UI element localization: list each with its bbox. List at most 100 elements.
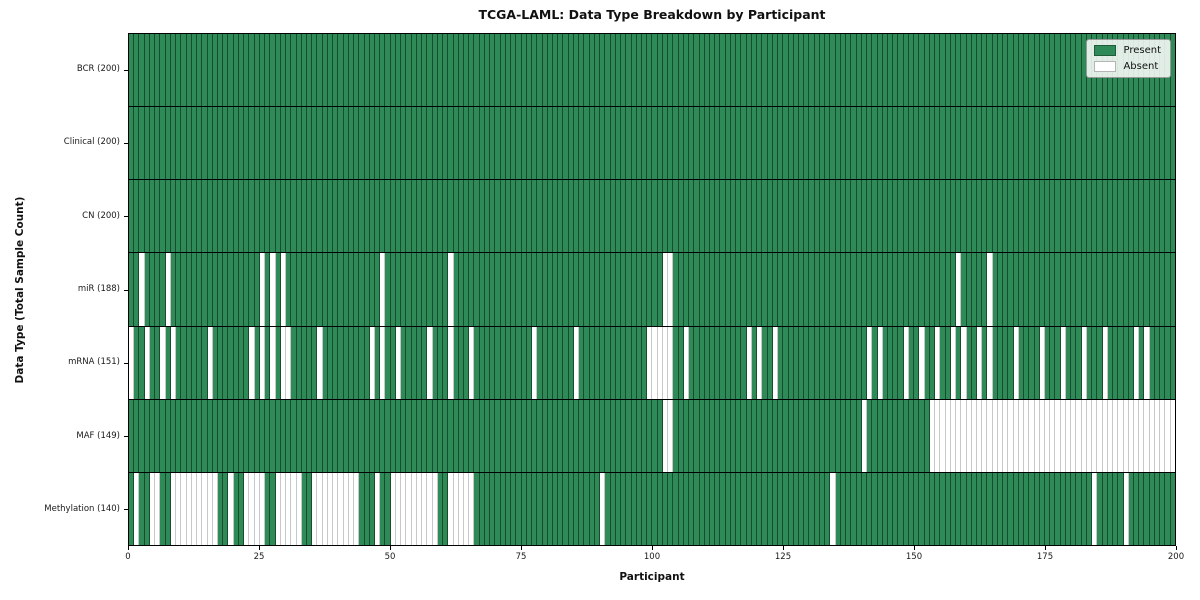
heatmap-cell	[511, 472, 517, 545]
heatmap-cell	[584, 180, 590, 253]
heatmap-cell	[170, 180, 177, 253]
heatmap-cell	[673, 399, 679, 472]
heatmap-cell	[1045, 326, 1051, 399]
heatmap-cell	[804, 107, 810, 180]
heatmap-cell	[914, 399, 920, 472]
heatmap-cell	[275, 326, 281, 399]
heatmap-cell	[1018, 399, 1025, 472]
heatmap-cell	[422, 399, 428, 472]
heatmap-cell	[1003, 34, 1009, 107]
heatmap-cell	[1144, 399, 1150, 472]
y-tick-mark	[124, 509, 128, 511]
heatmap-cell	[1128, 253, 1134, 326]
heatmap-cell	[427, 472, 433, 545]
heatmap-cell	[411, 180, 417, 253]
heatmap-cell	[678, 399, 684, 472]
heatmap-cell	[1102, 107, 1108, 180]
heatmap-cell	[840, 107, 847, 180]
heatmap-cell	[762, 399, 768, 472]
heatmap-cell	[751, 472, 758, 545]
heatmap-cell	[908, 34, 915, 107]
heatmap-cell	[710, 326, 716, 399]
heatmap-cell	[825, 472, 831, 545]
heatmap-cell	[495, 472, 501, 545]
heatmap-cell	[552, 326, 559, 399]
heatmap-cell	[1139, 326, 1145, 399]
heatmap-cell	[814, 399, 820, 472]
heatmap-cell	[594, 399, 601, 472]
heatmap-cell	[212, 326, 218, 399]
heatmap-cell	[751, 34, 758, 107]
heatmap-cell	[626, 107, 632, 180]
heatmap-cell	[343, 180, 349, 253]
heatmap-cell	[992, 326, 998, 399]
heatmap-cell	[908, 107, 915, 180]
heatmap-cell	[935, 180, 941, 253]
heatmap-cell	[1008, 326, 1014, 399]
heatmap-cell	[275, 107, 281, 180]
heatmap-cell	[479, 34, 485, 107]
heatmap-cell	[359, 326, 365, 399]
heatmap-cell	[448, 107, 454, 180]
heatmap-cell	[610, 399, 616, 472]
heatmap-cell	[537, 472, 543, 545]
heatmap-cell	[945, 34, 951, 107]
heatmap-cell	[406, 399, 412, 472]
heatmap-cell	[1097, 180, 1103, 253]
heatmap-cell	[1065, 399, 1072, 472]
heatmap-cell	[186, 253, 192, 326]
heatmap-cell	[929, 326, 936, 399]
heatmap-cell	[600, 326, 606, 399]
heatmap-cell	[354, 399, 360, 472]
heatmap-cell	[1170, 107, 1175, 180]
heatmap-cell	[202, 326, 208, 399]
heatmap-cell	[359, 399, 365, 472]
heatmap-cell	[1118, 253, 1124, 326]
heatmap-cell	[872, 180, 878, 253]
heatmap-cell	[903, 34, 909, 107]
heatmap-cell	[380, 472, 386, 545]
heatmap-cell	[233, 399, 239, 472]
heatmap-cell	[443, 253, 449, 326]
heatmap-cell	[149, 180, 156, 253]
heatmap-cell	[448, 472, 454, 545]
heatmap-cell	[155, 180, 161, 253]
heatmap-cell	[170, 253, 177, 326]
heatmap-cell	[469, 34, 475, 107]
heatmap-cell	[793, 472, 799, 545]
heatmap-cell	[840, 472, 847, 545]
heatmap-cell	[678, 326, 684, 399]
heatmap-cell	[395, 472, 402, 545]
heatmap-cell	[427, 180, 433, 253]
heatmap-cell	[516, 253, 522, 326]
heatmap-cell	[1076, 472, 1082, 545]
heatmap-cell	[280, 180, 287, 253]
heatmap-cell	[605, 34, 611, 107]
heatmap-cell	[144, 472, 150, 545]
heatmap-cell	[505, 253, 512, 326]
heatmap-cell	[976, 180, 983, 253]
heatmap-cell	[1029, 107, 1035, 180]
heatmap-cell	[270, 34, 276, 107]
heatmap-cell	[736, 472, 742, 545]
heatmap-cell	[144, 399, 150, 472]
heatmap-cell	[893, 326, 899, 399]
heatmap-cell	[1149, 180, 1155, 253]
heatmap-cell	[369, 253, 376, 326]
heatmap-cell	[1003, 326, 1009, 399]
heatmap-cell	[516, 180, 522, 253]
heatmap-cell	[867, 107, 873, 180]
heatmap-cell	[129, 180, 135, 253]
heatmap-cell	[673, 34, 679, 107]
heatmap-cell	[657, 253, 663, 326]
heatmap-cell	[259, 253, 266, 326]
heatmap-cell	[835, 326, 841, 399]
heatmap-cell	[893, 180, 899, 253]
heatmap-cell	[301, 253, 307, 326]
heatmap-cell	[997, 253, 1004, 326]
heatmap-cell	[1039, 180, 1046, 253]
heatmap-cell	[275, 399, 281, 472]
heatmap-cell	[861, 326, 868, 399]
heatmap-row-methylation	[129, 472, 1175, 545]
heatmap-cell	[437, 472, 444, 545]
